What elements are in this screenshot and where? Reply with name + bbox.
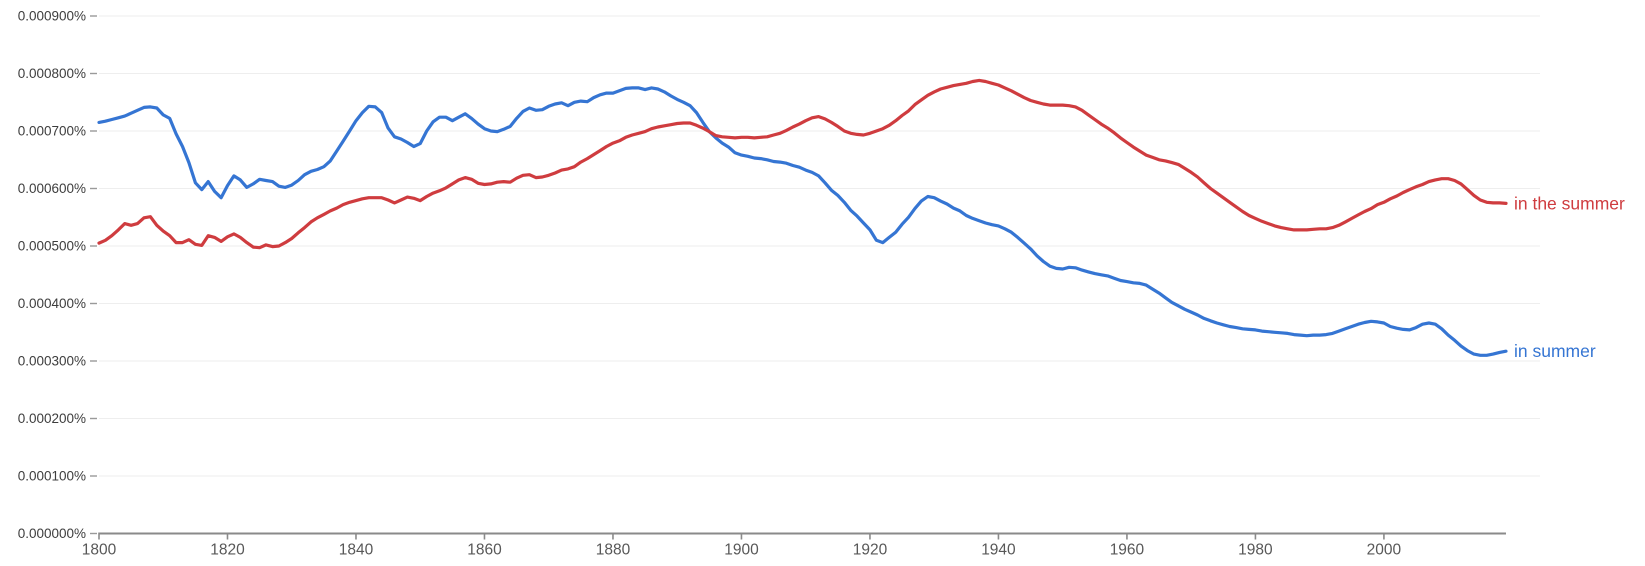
y-axis-label: 0.000400% <box>18 296 86 311</box>
x-axis-label: 1860 <box>467 542 502 559</box>
series-label-in-the-summer[interactable]: in the summer <box>1514 193 1625 213</box>
x-axis-label: 1980 <box>1238 542 1273 559</box>
y-axis-label: 0.000300% <box>18 354 86 369</box>
y-axis-label: 0.000500% <box>18 239 86 254</box>
x-axis-label: 1820 <box>210 542 245 559</box>
x-axis-label: 1960 <box>1110 542 1145 559</box>
x-axis-label: 1800 <box>82 542 117 559</box>
x-axis-label: 1920 <box>853 542 888 559</box>
y-axis-label: 0.000600% <box>18 181 86 196</box>
x-axis-label: 1940 <box>981 542 1016 559</box>
x-axis-label: 1880 <box>596 542 631 559</box>
y-axis-label: 0.000100% <box>18 469 86 484</box>
y-axis-label: 0.000900% <box>18 9 86 24</box>
y-axis-label: 0.000700% <box>18 124 86 139</box>
x-axis-label: 2000 <box>1367 542 1402 559</box>
x-axis-label: 1840 <box>339 542 374 559</box>
series-line-in-summer[interactable] <box>97 86 1508 357</box>
x-axis-label: 1900 <box>724 542 759 559</box>
y-axis-label: 0.000000% <box>18 526 86 541</box>
series-label-in-summer[interactable]: in summer <box>1514 341 1596 361</box>
y-axis-label: 0.000200% <box>18 411 86 426</box>
series-line-in-the-summer[interactable] <box>97 78 1508 250</box>
y-axis-label: 0.000800% <box>18 66 86 81</box>
